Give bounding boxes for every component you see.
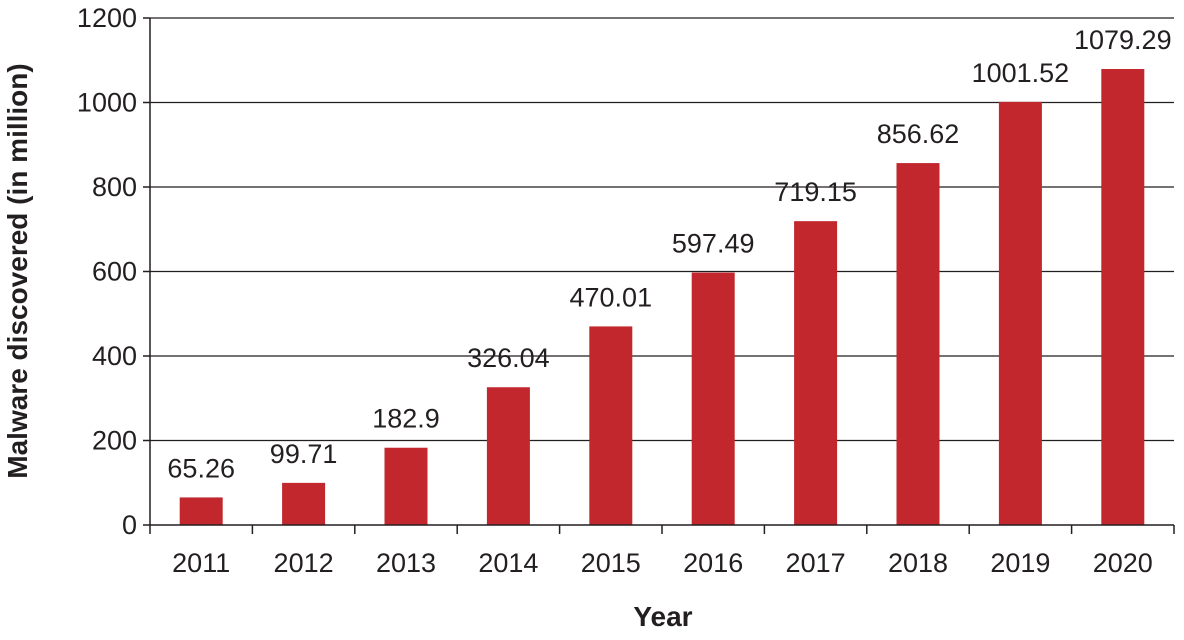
data-label-2016: 597.49 [672,229,755,259]
labels: 0 200 400 600 800 1000 1200 65.26 2011 99.71 2012 1… [77,3,1172,578]
bar-2015 [589,326,633,525]
data-label-2019: 1001.52 [972,58,1070,88]
x-tick-label-2017: 2017 [786,548,846,578]
y-tick-label: 800 [92,172,137,202]
y-tick-label: 1200 [77,3,137,33]
x-tick-label-2014: 2014 [478,548,538,578]
data-label-2012: 99.71 [270,439,338,469]
bar-2013 [384,447,428,525]
data-label-2015: 470.01 [570,282,653,312]
y-tick-label: 1000 [77,88,137,118]
x-tick-label-2012: 2012 [274,548,334,578]
bar-2012 [282,482,326,525]
x-tick-label-2016: 2016 [683,548,743,578]
bar-2019 [998,101,1042,526]
y-axis-title: Malware discovered (in million) [2,63,33,478]
x-tick-label-2011: 2011 [172,548,230,578]
y-tick-label: 0 [122,510,137,540]
data-label-2013: 182.9 [372,404,440,434]
bars [179,68,1145,526]
data-label-2018: 856.62 [877,119,960,149]
data-label-2017: 719.15 [774,177,857,207]
bar-2011 [179,497,223,525]
y-tick-label: 600 [92,257,137,287]
x-tick-label-2013: 2013 [376,548,436,578]
x-tick-label-2015: 2015 [581,548,641,578]
y-tick-label: 400 [92,341,137,371]
data-label-2011: 65.26 [167,453,235,483]
bar-2018 [896,163,940,525]
data-label-2014: 326.04 [467,343,550,373]
x-tick-label-2019: 2019 [990,548,1050,578]
bar-2016 [691,272,735,525]
x-tick-label-2020: 2020 [1093,548,1153,578]
x-axis-title: Year [633,601,692,632]
data-label-2020: 1079.29 [1074,25,1172,55]
bar-2020 [1101,68,1145,526]
y-tick-label: 200 [92,426,137,456]
x-tick-label-2018: 2018 [888,548,948,578]
axes [143,17,1175,534]
bar-2014 [486,387,530,525]
bar-2017 [794,221,838,525]
